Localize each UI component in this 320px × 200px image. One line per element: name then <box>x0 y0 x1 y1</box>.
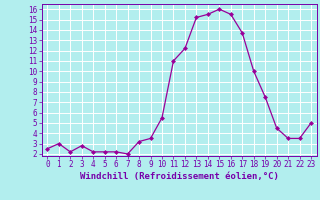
X-axis label: Windchill (Refroidissement éolien,°C): Windchill (Refroidissement éolien,°C) <box>80 172 279 181</box>
